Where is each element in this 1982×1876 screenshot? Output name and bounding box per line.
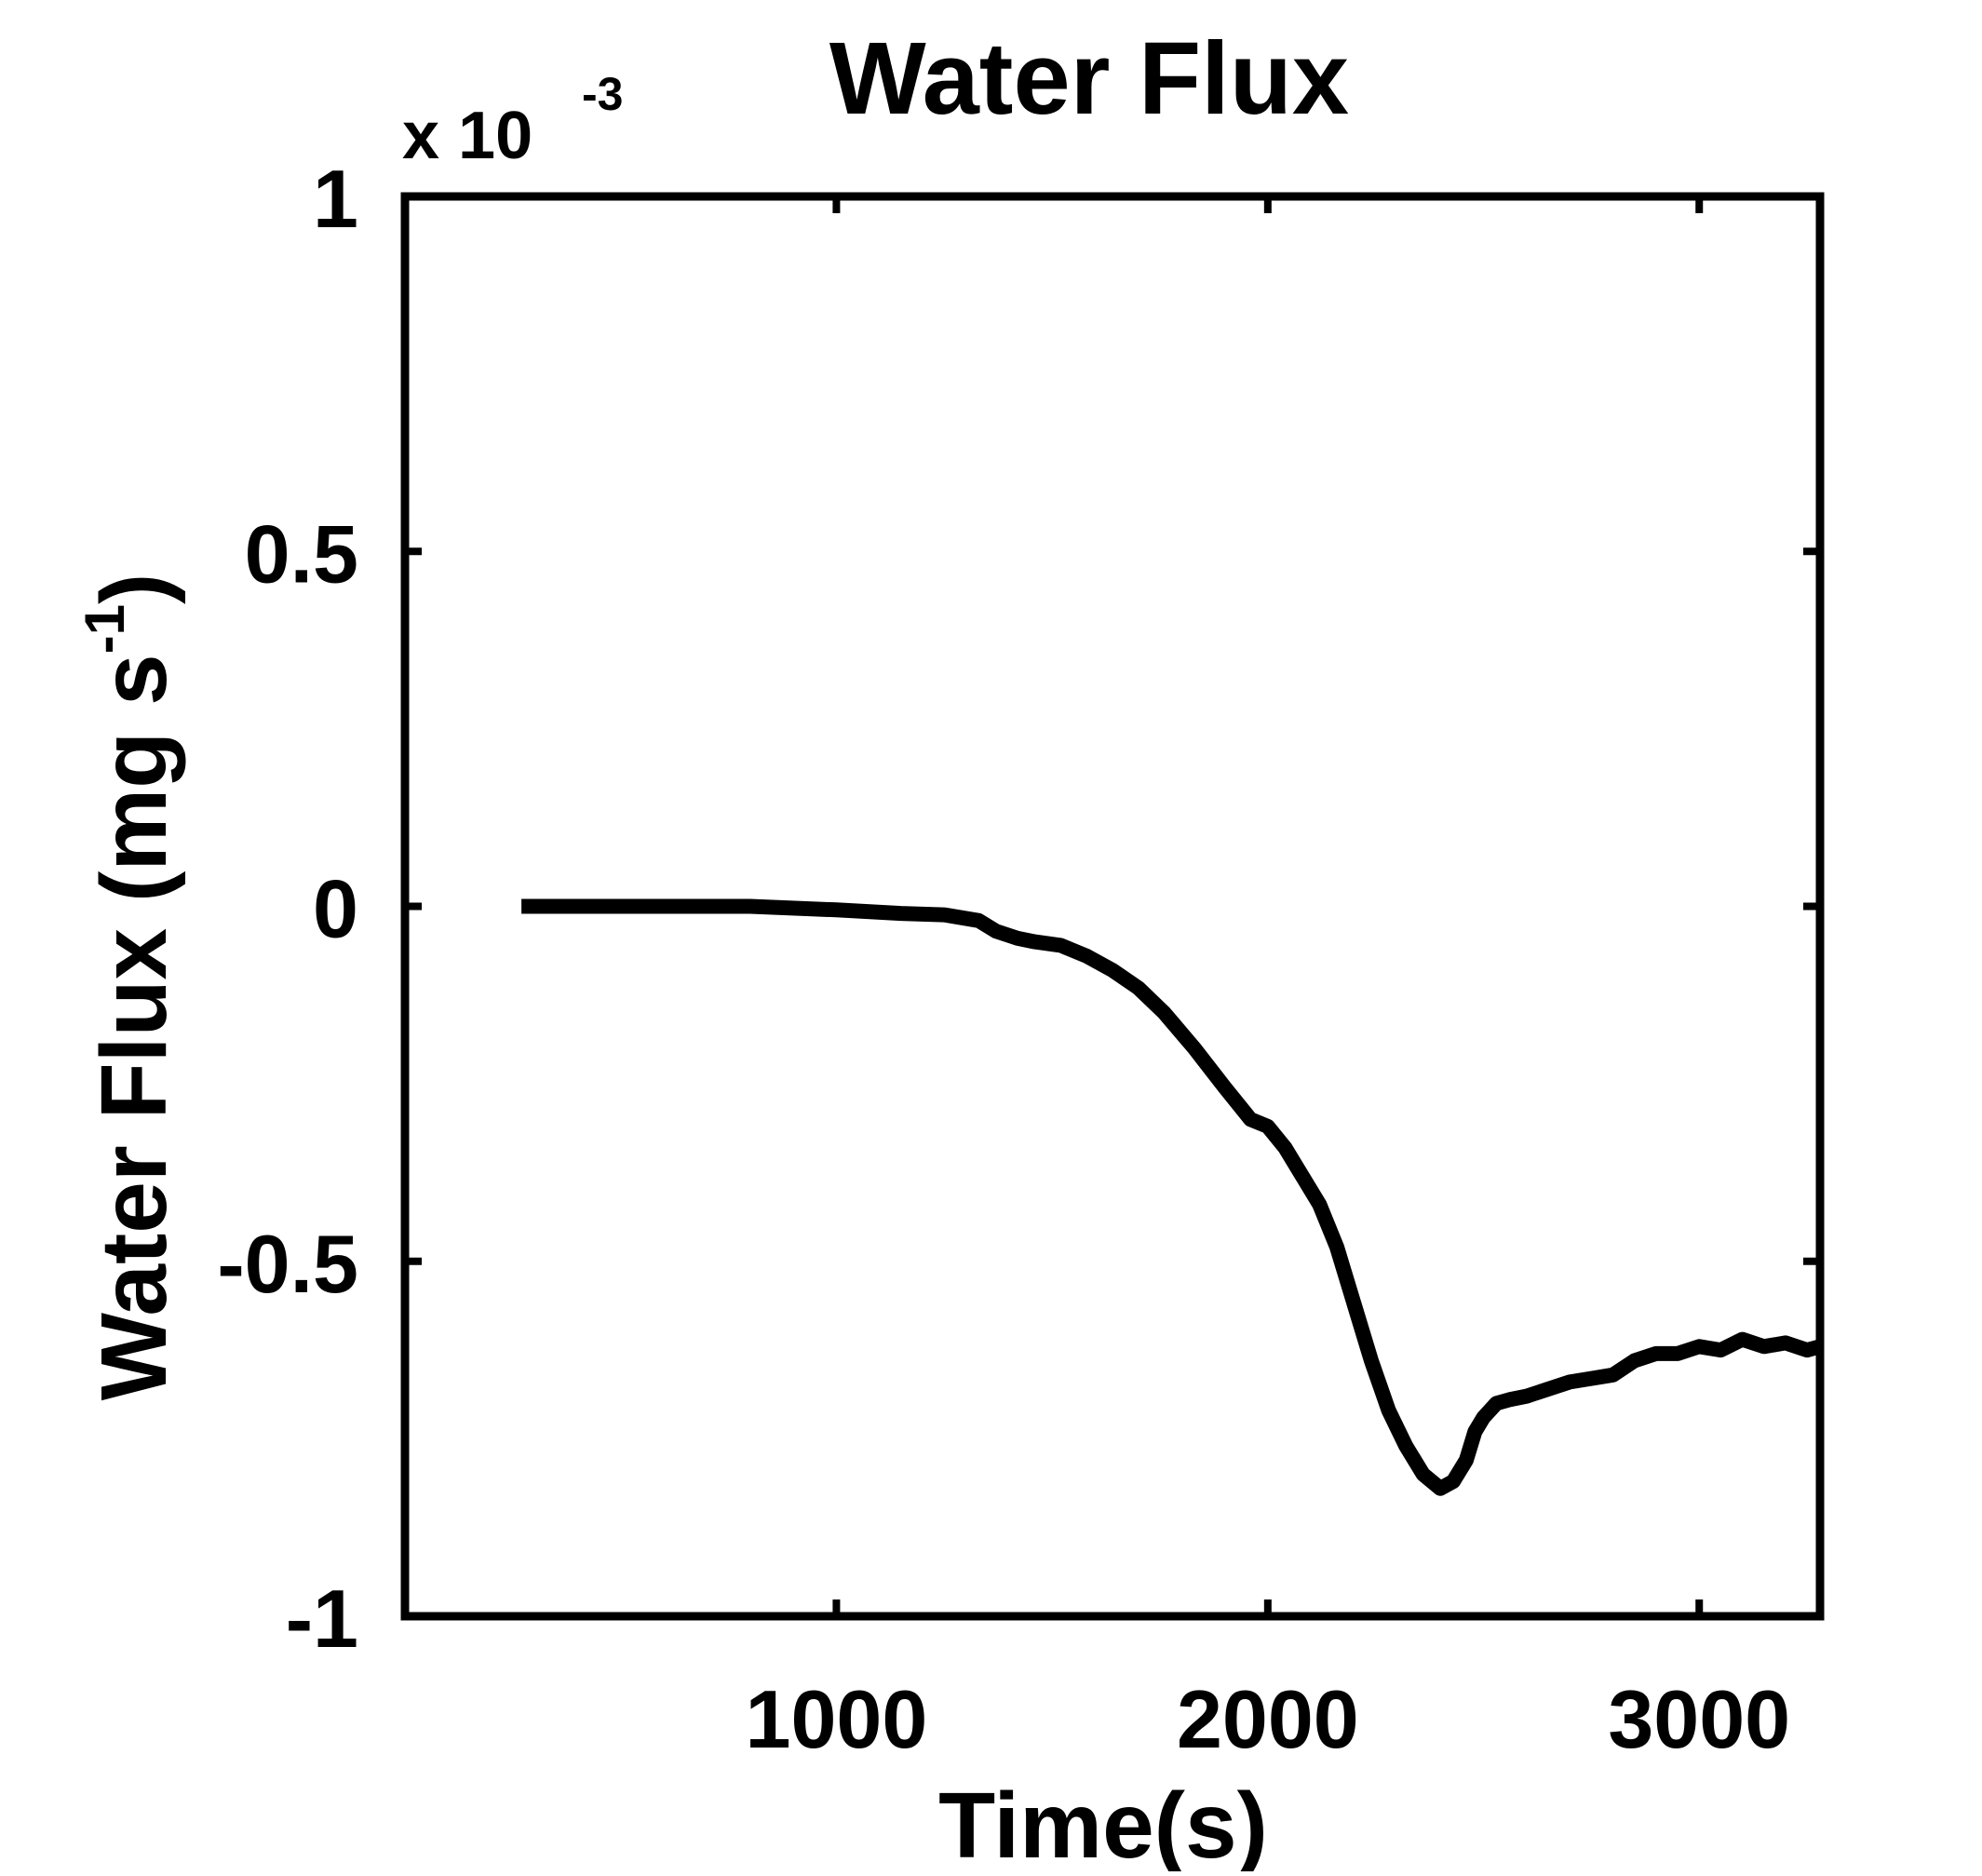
x-tick-label: 1000	[746, 1673, 928, 1765]
x-tick-label: 3000	[1608, 1673, 1790, 1765]
marks-layer	[521, 898, 1823, 1496]
y-axis-label-close: )	[82, 574, 186, 604]
y-tick-label: -0.5	[217, 1218, 358, 1310]
y-axis-label: Water Flux (mg s-1)	[74, 574, 186, 1401]
x-axis-tick-labels: 1000 2000 3000	[746, 1673, 1791, 1765]
axis-exponent-power: -3	[582, 68, 623, 120]
y-tick-label: 0	[313, 863, 358, 955]
axis-exponent-base: x 10	[402, 99, 533, 173]
y-axis-label-main: Water Flux (mg s	[82, 654, 186, 1400]
x-tick-label: 2000	[1177, 1673, 1359, 1765]
chart-title: Water Flux	[829, 21, 1349, 136]
x-axis-ticks	[832, 196, 1704, 1616]
x-axis-label: Time(s)	[938, 1774, 1268, 1871]
y-tick-label: -1	[286, 1572, 358, 1665]
y-axis-label-superscript: -1	[74, 604, 136, 654]
y-axis-tick-labels: 1 0.5 0 -0.5 -1	[217, 153, 358, 1665]
y-axis-ticks	[405, 193, 1820, 1620]
water-flux-series-line	[521, 898, 1823, 1496]
y-tick-label: 0.5	[245, 507, 358, 600]
y-tick-label: 1	[313, 153, 358, 245]
